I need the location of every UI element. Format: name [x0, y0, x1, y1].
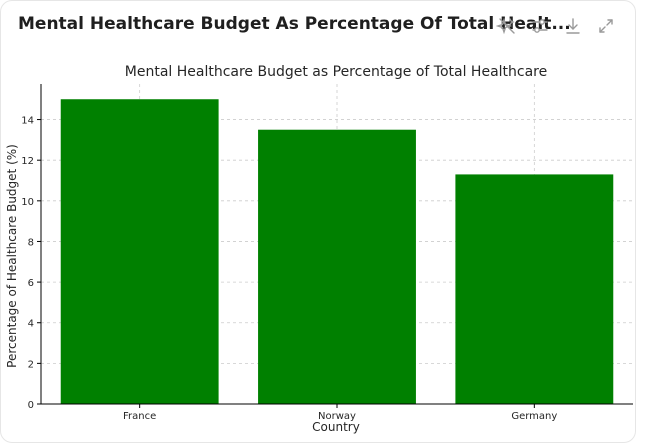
bar-norway: [258, 129, 416, 404]
sliders-icon[interactable]: [529, 15, 551, 37]
card-title: Mental Healthcare Budget As Percentage O…: [18, 14, 571, 34]
y-tick-label: 6: [28, 278, 34, 289]
x-tick-label: Norway: [318, 411, 356, 422]
sparkle-off-icon[interactable]: [495, 15, 518, 37]
card-header: Mental Healthcare Budget As Percentage O…: [18, 11, 628, 41]
expand-icon[interactable]: [595, 15, 617, 37]
y-tick-label: 0: [28, 400, 34, 411]
chart-title: Mental Healthcare Budget as Percentage o…: [125, 64, 547, 80]
chart-card: Mental Healthcare Budget As Percentage O…: [0, 0, 636, 443]
y-tick-label: 10: [21, 197, 34, 208]
y-tick-label: 4: [28, 319, 34, 330]
y-tick-label: 14: [21, 116, 34, 127]
bar-germany: [455, 174, 614, 404]
download-icon[interactable]: [562, 15, 584, 37]
x-tick-label: Germany: [511, 411, 557, 422]
y-axis-label: Percentage of Healthcare Budget (%): [5, 144, 19, 368]
y-tick-label: 8: [28, 237, 34, 248]
axes: 0 2 4 6 8 10 12 14 France Norway Germany: [21, 84, 633, 422]
bar-chart: Mental Healthcare Budget as Percentage o…: [5, 64, 633, 434]
x-tick-label: France: [123, 411, 156, 422]
y-tick-label: 12: [21, 156, 34, 167]
bar-france: [60, 99, 219, 404]
bars: [60, 99, 614, 404]
y-tick-label: 2: [28, 359, 34, 370]
x-axis-label: Country: [312, 420, 360, 434]
